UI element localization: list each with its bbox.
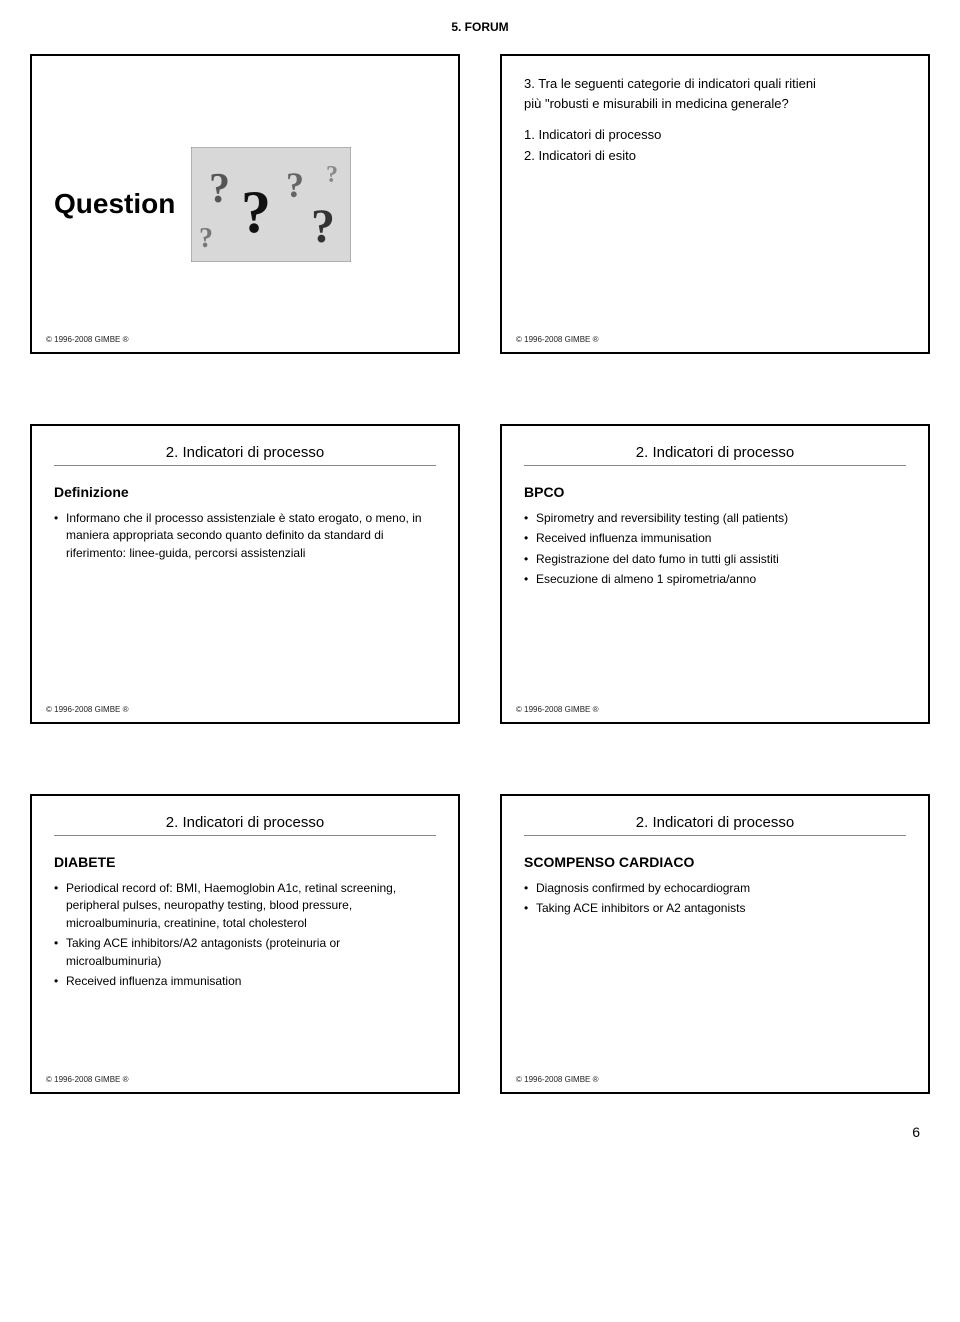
slide-bpco: 2. Indicatori di processo BPCO Spirometr… — [500, 424, 930, 724]
bullets: Periodical record of: BMI, Haemoglobin A… — [54, 880, 436, 990]
slide-title: 2. Indicatori di processo — [524, 444, 906, 466]
page-number: 6 — [30, 1124, 930, 1140]
copyright: © 1996-2008 GIMBE ® — [516, 705, 599, 714]
question-marks-icon: ? ? ? ? ? ? — [191, 147, 351, 262]
copyright: © 1996-2008 GIMBE ® — [46, 335, 129, 344]
option-1: 1. Indicatori di processo — [524, 125, 906, 146]
svg-text:?: ? — [241, 179, 271, 245]
question-text: 3. Tra le seguenti categorie di indicato… — [524, 74, 906, 113]
slides-grid: Question ? ? ? ? ? ? © 1996-2008 GIMBE ®… — [30, 54, 930, 1094]
copyright: © 1996-2008 GIMBE ® — [516, 1075, 599, 1084]
copyright: © 1996-2008 GIMBE ® — [516, 335, 599, 344]
bullet: Diagnosis confirmed by echocardiogram — [524, 880, 906, 897]
slide-definizione: 2. Indicatori di processo Definizione In… — [30, 424, 460, 724]
svg-text:?: ? — [311, 200, 335, 253]
bullet: Received influenza immunisation — [54, 973, 436, 990]
slide-title: 2. Indicatori di processo — [54, 444, 436, 466]
question-line1: 3. Tra le seguenti categorie di indicato… — [524, 74, 906, 94]
question-line2: più "robusti e misurabili in medicina ge… — [524, 94, 906, 114]
option-2: 2. Indicatori di esito — [524, 146, 906, 167]
bullet: Received influenza immunisation — [524, 530, 906, 547]
question-heading: Question — [54, 188, 175, 220]
copyright: © 1996-2008 GIMBE ® — [46, 705, 129, 714]
slide-scompenso: 2. Indicatori di processo SCOMPENSO CARD… — [500, 794, 930, 1094]
svg-text:?: ? — [286, 165, 304, 205]
bullet: Taking ACE inhibitors/A2 antagonists (pr… — [54, 935, 436, 970]
slide-title: 2. Indicatori di processo — [54, 814, 436, 836]
bullet: Periodical record of: BMI, Haemoglobin A… — [54, 880, 436, 932]
svg-text:?: ? — [326, 162, 338, 188]
slide-question: Question ? ? ? ? ? ? © 1996-2008 GIMBE ® — [30, 54, 460, 354]
bullet: Registrazione del dato fumo in tutti gli… — [524, 551, 906, 568]
subhead-scompenso: SCOMPENSO CARDIACO — [524, 854, 906, 870]
forum-header: 5. FORUM — [30, 20, 930, 34]
bullets: Informano che il processo assistenziale … — [54, 510, 436, 562]
subhead-definizione: Definizione — [54, 484, 436, 500]
bullet: Spirometry and reversibility testing (al… — [524, 510, 906, 527]
subhead-diabete: DIABETE — [54, 854, 436, 870]
slide-title: 2. Indicatori di processo — [524, 814, 906, 836]
bullet: Informano che il processo assistenziale … — [54, 510, 436, 562]
svg-text:?: ? — [199, 223, 213, 254]
copyright: © 1996-2008 GIMBE ® — [46, 1075, 129, 1084]
bullet: Esecuzione di almeno 1 spirometria/anno — [524, 571, 906, 588]
slide-forum-question: 3. Tra le seguenti categorie di indicato… — [500, 54, 930, 354]
bullet: Taking ACE inhibitors or A2 antagonists — [524, 900, 906, 917]
svg-text:?: ? — [209, 166, 230, 212]
subhead-bpco: BPCO — [524, 484, 906, 500]
slide-diabete: 2. Indicatori di processo DIABETE Period… — [30, 794, 460, 1094]
bullets: Diagnosis confirmed by echocardiogram Ta… — [524, 880, 906, 918]
bullets: Spirometry and reversibility testing (al… — [524, 510, 906, 589]
